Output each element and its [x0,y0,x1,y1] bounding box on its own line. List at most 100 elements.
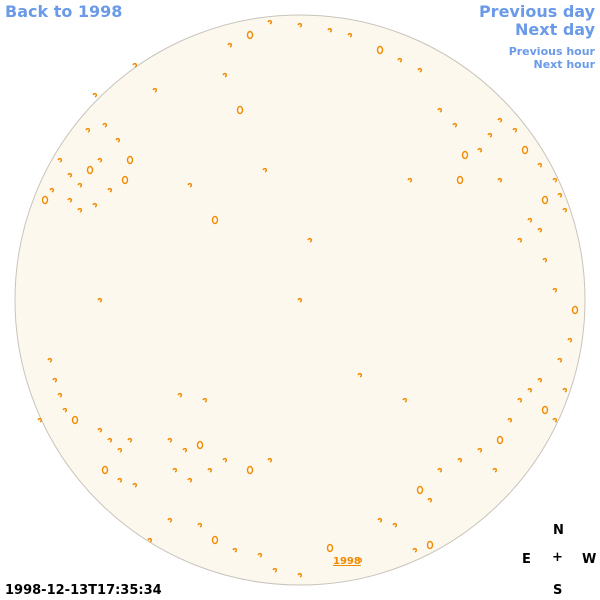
feature-contour [86,165,94,175]
feature-contour [246,30,254,40]
compass-west: W [582,552,597,567]
feature-contour [527,387,533,393]
feature-contour [417,67,423,73]
feature-contour [542,257,548,263]
feature-contour [537,377,543,383]
feature-contour [497,117,503,123]
feature-contour [115,137,121,143]
feature-contour [92,202,98,208]
feature-contour [67,172,73,178]
next-hour-link[interactable]: Next hour [533,58,596,71]
feature-contour [202,397,208,403]
feature-contour [97,427,103,433]
compass-south: S [553,583,563,598]
compass-east: E [522,552,531,567]
feature-contour [412,547,418,553]
feature-contour [236,105,244,115]
feature-contour [71,415,79,425]
feature-contour [437,107,443,113]
feature-contour [187,182,193,188]
compass-center: + [552,550,563,565]
feature-contour [477,447,483,453]
feature-contour [182,447,188,453]
feature-contour [92,92,98,98]
feature-contour [77,182,83,188]
feature-contour [126,155,134,165]
feature-contour [552,417,558,423]
feature-contour [52,377,58,383]
feature-contour [62,407,68,413]
feature-contour [117,477,123,483]
feature-contour [222,457,228,463]
feature-contour [262,167,268,173]
feature-contour [177,392,183,398]
feature-contour [167,437,173,443]
feature-contour [152,87,158,93]
back-to-year-link[interactable]: Back to 1998 [5,2,123,21]
feature-contour [147,537,153,543]
previous-hour-link[interactable]: Previous hour [508,45,595,58]
feature-contour [207,467,213,473]
feature-contour [517,397,523,403]
feature-contour [407,177,413,183]
feature-contour [357,557,363,563]
feature-contour [521,145,529,155]
feature-contour [211,215,219,225]
feature-contour [426,540,434,550]
feature-contour [107,437,113,443]
feature-contour [97,297,103,303]
feature-contour [272,567,278,573]
disk-circle [14,14,586,586]
feature-contour [496,435,504,445]
feature-contour [307,237,313,243]
feature-contour [67,197,73,203]
feature-contour [117,447,123,453]
feature-contour [477,147,483,153]
previous-day-link[interactable]: Previous day [478,2,595,21]
feature-contour [557,357,563,363]
feature-contour [121,175,129,185]
feature-contour [571,305,579,315]
feature-contour [557,192,563,198]
feature-contour [562,387,568,393]
feature-contour [357,372,363,378]
feature-contour [227,42,233,48]
feature-contour [507,417,513,423]
feature-contour [297,22,303,28]
feature-contour [222,72,228,78]
feature-contour [552,287,558,293]
feature-contour [49,187,55,193]
feature-contour [377,517,383,523]
observation-timestamp: 1998-12-13T17:35:34 [5,583,162,598]
feature-contour [457,457,463,463]
feature-contour [167,517,173,523]
feature-contour [567,337,573,343]
feature-contour [267,19,273,25]
feature-contour [197,522,203,528]
feature-contour [85,127,91,133]
feature-contour [267,457,273,463]
feature-contour [97,157,103,163]
feature-contour [77,207,83,213]
feature-contour [47,357,53,363]
compass-north: N [553,523,564,538]
feature-contour [297,572,303,578]
feature-contour [102,122,108,128]
feature-contour [437,467,443,473]
feature-contour [541,195,549,205]
feature-contour [246,465,254,475]
year-link[interactable]: 1998 [333,556,361,567]
feature-contour [37,417,43,423]
feature-contour [187,477,193,483]
feature-contour [347,32,353,38]
feature-contour [297,297,303,303]
feature-contour [537,227,543,233]
feature-contour [127,437,133,443]
feature-contour [326,543,334,553]
feature-contour [257,552,263,558]
next-day-link[interactable]: Next day [515,20,595,39]
feature-contour [57,392,63,398]
feature-contour [397,57,403,63]
feature-contour [107,187,113,193]
